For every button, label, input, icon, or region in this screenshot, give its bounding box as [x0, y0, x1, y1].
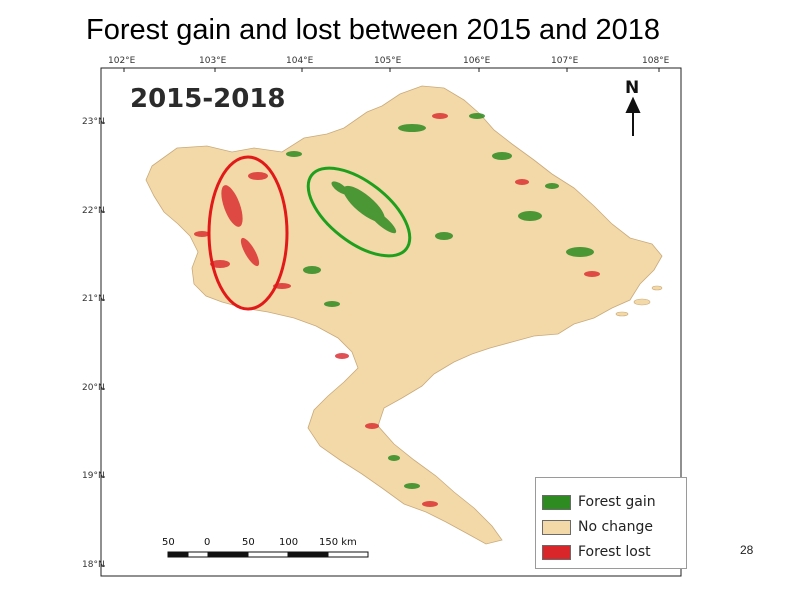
longitude-label: 103°E [199, 56, 227, 66]
slide-title: Forest gain and lost between 2015 and 20… [86, 14, 660, 46]
page-number: 28 [740, 543, 754, 557]
latitude-label: 21°N [82, 294, 105, 304]
latitude-tick-marks [101, 122, 105, 567]
scale-bar [167, 551, 369, 558]
land-region [145, 85, 663, 545]
legend-label: Forest gain [578, 494, 656, 510]
latitude-label: 23°N [82, 117, 105, 127]
forest-gain-patches [286, 113, 594, 489]
forest-lost-patches [194, 113, 600, 507]
latitude-label: 18°N [82, 560, 105, 570]
legend-label: Forest lost [578, 544, 651, 560]
north-label: N [625, 78, 640, 98]
legend-item-forest-lost: Forest lost [542, 543, 651, 561]
scale-label: 100 [279, 537, 299, 548]
longitude-label: 108°E [642, 56, 670, 66]
forest-gain-highlight-ellipse [306, 166, 412, 258]
legend-label: No change [578, 519, 654, 535]
north-arrow [625, 96, 641, 136]
longitude-tick-marks [123, 68, 660, 72]
longitude-label: 105°E [374, 56, 402, 66]
scale-label: 50 [162, 537, 175, 548]
scale-label: 150 km [319, 537, 357, 548]
scale-label: 50 [242, 537, 255, 548]
legend-item-no-change: No change [542, 518, 653, 536]
map-panel: 102°E 103°E 104°E 105°E 106°E 107°E 108°… [82, 56, 688, 578]
longitude-label: 106°E [463, 56, 491, 66]
scale-label: 0 [204, 537, 211, 548]
legend-swatch-forest-lost [542, 544, 571, 560]
longitude-label: 107°E [551, 56, 579, 66]
period-label: 2015-2018 [130, 84, 286, 114]
coastal-islands [615, 285, 663, 317]
longitude-label: 102°E [108, 56, 136, 66]
forest-lost-highlight-ellipse [207, 155, 289, 311]
legend-swatch-no-change [542, 519, 571, 535]
latitude-label: 19°N [82, 471, 105, 481]
legend-swatch-forest-gain [542, 494, 571, 510]
map-legend: Forest gain No change Forest lost [535, 477, 687, 569]
latitude-label: 20°N [82, 383, 105, 393]
longitude-label: 104°E [286, 56, 314, 66]
latitude-label: 22°N [82, 206, 105, 216]
map-canvas [100, 67, 682, 577]
legend-item-forest-gain: Forest gain [542, 493, 656, 511]
